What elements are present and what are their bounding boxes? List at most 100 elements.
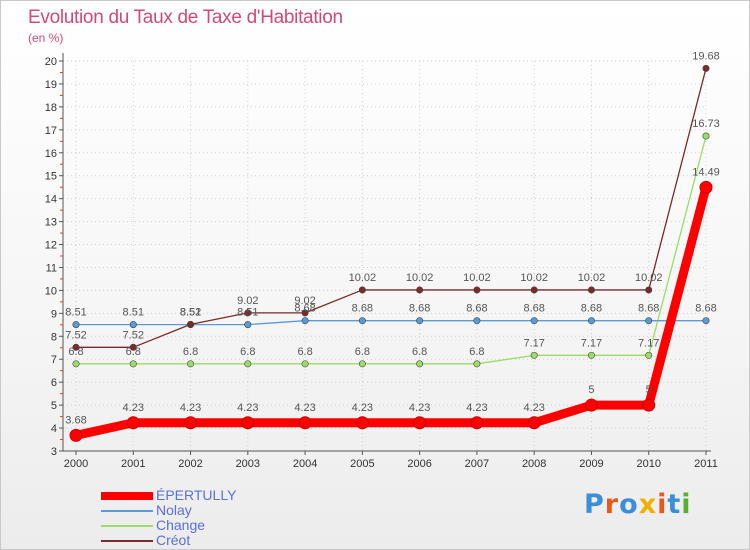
data-label-epertully: 5 xyxy=(646,384,652,396)
data-label-creot: 9.02 xyxy=(237,295,258,307)
data-label-nolay: 8.51 xyxy=(237,307,258,319)
data-point-change xyxy=(587,351,595,359)
logo-letter: P xyxy=(584,489,605,520)
data-point-nolay xyxy=(645,317,653,325)
data-label-nolay: 8.51 xyxy=(180,307,201,319)
y-tick-label: 8 xyxy=(51,331,57,343)
data-point-creot xyxy=(473,286,481,294)
data-label-epertully: 4.23 xyxy=(237,402,258,414)
data-label-change: 6.8 xyxy=(183,346,198,358)
data-label-nolay: 8.68 xyxy=(695,303,716,315)
series-lines xyxy=(69,64,713,442)
data-label-creot: 10.02 xyxy=(520,272,548,284)
data-point-nolay xyxy=(244,321,252,329)
data-label-creot: 10.02 xyxy=(406,272,434,284)
data-point-nolay xyxy=(72,321,80,329)
data-point-creot xyxy=(72,343,80,351)
data-label-change: 6.8 xyxy=(126,346,141,358)
data-label-change: 6.8 xyxy=(68,346,83,358)
y-tick-label: 11 xyxy=(46,262,57,274)
data-point-change xyxy=(473,360,481,368)
y-tick-label: 14 xyxy=(45,194,57,206)
data-label-creot: 7.52 xyxy=(65,329,86,341)
x-tick-label: 2000 xyxy=(64,458,88,470)
data-label-epertully: 3.68 xyxy=(65,414,86,426)
data-point-creot xyxy=(587,286,595,294)
data-point-nolay xyxy=(301,317,309,325)
data-point-epertully xyxy=(584,398,598,412)
legend-swatch-change xyxy=(101,525,153,527)
y-tick-label: 4 xyxy=(51,423,57,435)
data-point-nolay xyxy=(587,317,595,325)
data-label-change: 6.8 xyxy=(240,346,255,358)
data-point-change xyxy=(301,360,309,368)
data-point-epertully xyxy=(642,398,656,412)
data-label-creot: 8.52 xyxy=(180,306,201,318)
data-point-change xyxy=(530,351,538,359)
data-point-creot xyxy=(301,309,309,317)
data-point-epertully xyxy=(355,416,369,430)
x-tick-label: 2006 xyxy=(407,458,431,470)
x-tick-label: 2003 xyxy=(236,458,260,470)
data-point-nolay xyxy=(702,317,710,325)
y-tick-label: 10 xyxy=(45,285,57,297)
data-point-change xyxy=(244,360,252,368)
chart-title: Evolution du Taux de Taxe d'Habitation xyxy=(28,7,343,28)
data-point-nolay xyxy=(129,321,137,329)
data-point-epertully xyxy=(184,416,198,430)
data-point-change xyxy=(187,360,195,368)
x-tick-label: 2001 xyxy=(121,458,145,470)
data-label-epertully: 14.49 xyxy=(692,166,720,178)
logo-letter: x xyxy=(638,489,658,520)
data-point-epertully xyxy=(298,416,312,430)
data-point-creot xyxy=(702,64,710,72)
data-point-epertully xyxy=(69,428,83,442)
data-label-nolay: 8.51 xyxy=(123,307,144,319)
y-axis-unit-label: (en %) xyxy=(28,31,64,45)
data-point-epertully xyxy=(126,416,140,430)
data-label-epertully: 4.23 xyxy=(123,402,144,414)
data-label-change: 6.8 xyxy=(469,346,484,358)
data-label-creot: 10.02 xyxy=(578,272,606,284)
data-label-nolay: 8.68 xyxy=(523,303,544,315)
legend-label-nolay: Nolay xyxy=(156,502,192,518)
y-tick-label: 6 xyxy=(51,377,57,389)
y-tick-label: 9 xyxy=(51,308,57,320)
data-point-epertully xyxy=(527,416,541,430)
data-label-nolay: 8.68 xyxy=(581,303,602,315)
data-label-nolay: 8.68 xyxy=(294,303,315,315)
data-point-epertully xyxy=(699,180,713,194)
x-tick-label: 2007 xyxy=(465,458,489,470)
axes: 3 4 5 6 7 8 9 10 11 12 13 14 15 16 17 18 19 20 2000 2001 200… xyxy=(45,53,718,470)
data-label-epertully: 4.23 xyxy=(352,402,373,414)
data-label-nolay: 8.68 xyxy=(466,303,487,315)
data-label-nolay: 8.68 xyxy=(352,303,373,315)
logo-letter: t xyxy=(667,489,682,520)
y-tick-label: 3 xyxy=(51,446,57,458)
legend-label-creot: Créot xyxy=(156,532,191,548)
y-tick-label: 12 xyxy=(45,240,57,252)
data-point-change xyxy=(702,132,710,140)
x-tick-label: 2009 xyxy=(579,458,603,470)
data-label-epertully: 4.23 xyxy=(180,402,201,414)
series-line-creot xyxy=(76,68,707,348)
legend-swatch-creot xyxy=(101,540,153,542)
data-label-change: 7.17 xyxy=(638,337,659,349)
data-label-epertully: 4.23 xyxy=(294,402,315,414)
data-label-epertully: 4.23 xyxy=(466,402,487,414)
data-label-change: 16.73 xyxy=(692,118,720,130)
data-label-change: 7.17 xyxy=(523,337,544,349)
data-labels: 6.8 6.8 6.8 6.8 6.8 6.8 6.8 6.8 7.17 7.17 7.17 16.7… xyxy=(65,50,719,426)
legend-label-epertully: ÉPERTULLY xyxy=(156,487,237,503)
x-tick-label: 2008 xyxy=(522,458,546,470)
data-point-nolay xyxy=(358,317,366,325)
data-point-creot xyxy=(244,309,252,317)
legend-swatch-nolay xyxy=(101,510,153,512)
data-label-nolay: 8.68 xyxy=(638,303,659,315)
data-point-epertully xyxy=(413,416,427,430)
x-tick-label: 2002 xyxy=(178,458,202,470)
legend-label-change: Change xyxy=(156,517,206,533)
data-point-creot xyxy=(416,286,424,294)
